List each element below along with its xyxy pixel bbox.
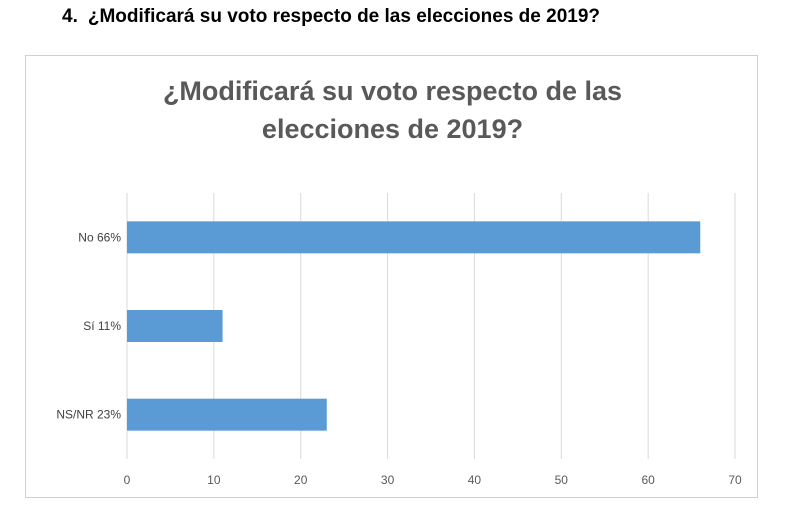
category-label: No 66%: [78, 230, 121, 244]
question-number: 4.: [62, 6, 78, 27]
bar: [127, 398, 327, 431]
category-label: NS/NR 23%: [56, 408, 121, 422]
x-tick-label: 50: [555, 473, 569, 487]
chart-title-line-1: ¿Modificará su voto respecto de las: [162, 76, 623, 106]
chart-title: ¿Modificará su voto respecto de las elec…: [0, 72, 785, 148]
x-tick-label: 30: [381, 473, 395, 487]
question-heading: 4. ¿Modificará su voto respecto de las el…: [62, 6, 600, 28]
x-tick-label: 70: [728, 473, 742, 487]
x-tick-label: 10: [207, 473, 221, 487]
question-text: ¿Modificará su voto respecto de las elec…: [87, 6, 600, 27]
bar: [127, 221, 701, 254]
category-label: Sí 11%: [83, 319, 121, 333]
chart-title-line-2: elecciones de 2019?: [261, 114, 524, 144]
bar: [127, 310, 223, 342]
x-tick-label: 0: [124, 473, 131, 487]
x-tick-label: 20: [294, 473, 308, 487]
x-tick-label: 40: [468, 473, 482, 487]
x-tick-label: 60: [641, 473, 655, 487]
